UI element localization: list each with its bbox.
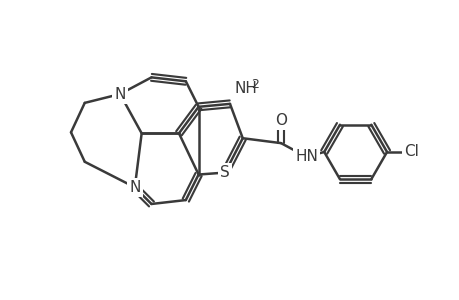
Text: S: S [220,165,230,180]
Text: Cl: Cl [403,145,418,160]
Text: HN: HN [295,149,317,164]
Text: N: N [129,180,140,195]
Text: O: O [274,113,286,128]
Text: NH: NH [235,81,257,96]
Text: N: N [114,87,125,102]
Text: 2: 2 [251,78,259,91]
